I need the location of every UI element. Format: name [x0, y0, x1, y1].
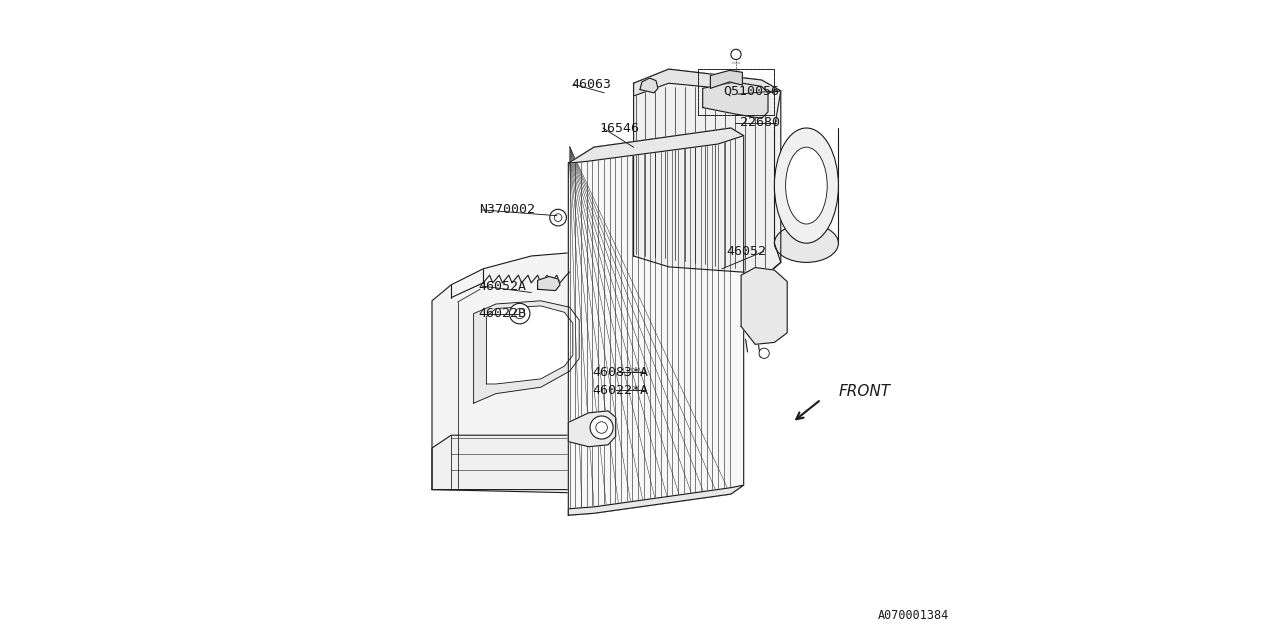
Text: 46052: 46052 — [727, 245, 767, 258]
Polygon shape — [538, 276, 561, 291]
Polygon shape — [433, 253, 614, 493]
Circle shape — [731, 49, 741, 60]
Text: 46083*A: 46083*A — [593, 366, 648, 379]
Ellipse shape — [774, 128, 838, 243]
Polygon shape — [474, 301, 580, 403]
Polygon shape — [710, 70, 742, 88]
Circle shape — [515, 308, 525, 319]
Text: 16546: 16546 — [600, 122, 640, 134]
Polygon shape — [486, 306, 573, 384]
Circle shape — [554, 214, 562, 221]
Text: 46052A: 46052A — [479, 280, 527, 292]
Text: 22680: 22680 — [740, 116, 780, 129]
Polygon shape — [433, 435, 573, 490]
Circle shape — [549, 209, 566, 226]
Polygon shape — [741, 268, 787, 344]
Text: N370002: N370002 — [479, 204, 535, 216]
Text: Q510056: Q510056 — [723, 84, 780, 97]
Polygon shape — [568, 411, 616, 447]
Circle shape — [590, 416, 613, 439]
Polygon shape — [640, 78, 658, 93]
Circle shape — [596, 422, 608, 433]
Polygon shape — [634, 69, 781, 274]
Circle shape — [759, 348, 769, 358]
Polygon shape — [703, 82, 768, 118]
Circle shape — [509, 303, 530, 324]
Text: 46022B: 46022B — [479, 307, 527, 320]
Ellipse shape — [786, 147, 827, 224]
Polygon shape — [568, 128, 744, 515]
Polygon shape — [634, 69, 781, 96]
Text: FRONT: FRONT — [838, 384, 891, 399]
Text: 46022*A: 46022*A — [593, 384, 648, 397]
Polygon shape — [568, 485, 744, 515]
Text: A070001384: A070001384 — [878, 609, 950, 622]
Ellipse shape — [774, 224, 838, 262]
Text: 46063: 46063 — [571, 78, 611, 91]
Polygon shape — [568, 128, 744, 163]
